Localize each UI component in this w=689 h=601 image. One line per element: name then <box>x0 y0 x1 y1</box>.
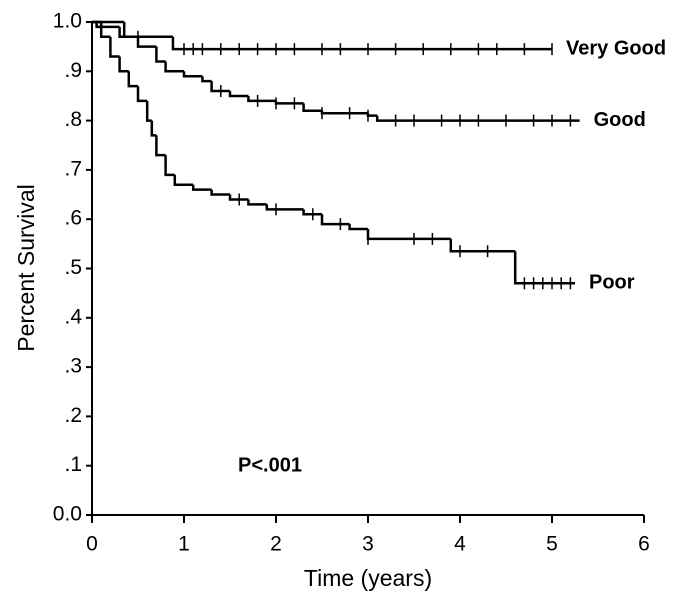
series-label: Very Good <box>566 37 666 59</box>
survival-step <box>375 115 580 122</box>
survival-step <box>118 56 129 73</box>
y-axis-title: Percent Survival <box>13 184 39 351</box>
survival-step <box>366 113 378 117</box>
survival-step <box>136 36 157 48</box>
survival-step <box>513 251 575 285</box>
survival-step <box>247 199 267 206</box>
y-tick-label: .3 <box>64 355 82 378</box>
p-value: P<.001 <box>238 454 302 476</box>
survival-step <box>145 100 152 122</box>
x-tick-label: 2 <box>270 533 282 556</box>
survival-step <box>99 26 111 39</box>
survival-step <box>171 36 552 51</box>
survival-step <box>122 22 173 39</box>
series-label: Poor <box>589 272 635 294</box>
survival-step <box>173 174 194 186</box>
survival-step <box>155 46 166 63</box>
series-label: Good <box>594 109 646 131</box>
survival-step <box>348 224 368 231</box>
survival-step <box>164 155 175 177</box>
survival-step <box>320 214 350 226</box>
survival-step <box>191 184 212 191</box>
survival-step <box>109 36 120 58</box>
survival-step <box>274 100 304 105</box>
y-tick-label: .7 <box>64 157 82 180</box>
x-tick-label: 4 <box>454 533 466 556</box>
survival-step <box>265 204 304 211</box>
x-axis-title: Time (years) <box>304 565 432 591</box>
survival-step <box>302 103 322 112</box>
y-tick-label: 0.0 <box>53 503 82 526</box>
survival-step <box>449 238 516 253</box>
x-tick-label: 0 <box>86 533 98 556</box>
survival-step <box>182 71 203 78</box>
survival-step <box>127 71 138 88</box>
y-tick-label: .5 <box>64 256 82 279</box>
y-tick-label: .9 <box>64 59 82 82</box>
survival-step <box>210 189 230 196</box>
y-tick-label: .4 <box>64 305 82 328</box>
survival-step <box>201 76 212 83</box>
x-tick-label: 5 <box>546 533 558 556</box>
y-tick-label: .2 <box>64 404 82 427</box>
survival-step <box>210 81 230 93</box>
y-tick-label: .6 <box>64 207 82 230</box>
x-tick-label: 6 <box>638 533 650 556</box>
survival-step <box>118 26 138 39</box>
survival-step <box>247 95 276 103</box>
survival-step <box>366 229 451 241</box>
survival-step <box>302 209 322 216</box>
survival-step <box>164 61 184 73</box>
survival-step <box>150 120 157 137</box>
survival-step <box>228 194 249 201</box>
survival-step <box>95 22 102 29</box>
survival-step <box>136 86 148 103</box>
y-tick-label: .8 <box>64 108 82 131</box>
survival-step <box>228 91 249 98</box>
x-tick-label: 3 <box>362 533 374 556</box>
survival-step <box>320 110 368 115</box>
x-tick-label: 1 <box>178 533 190 556</box>
survival-step <box>155 135 166 157</box>
y-tick-label: 1.0 <box>53 10 82 33</box>
y-tick-label: .1 <box>64 453 82 476</box>
